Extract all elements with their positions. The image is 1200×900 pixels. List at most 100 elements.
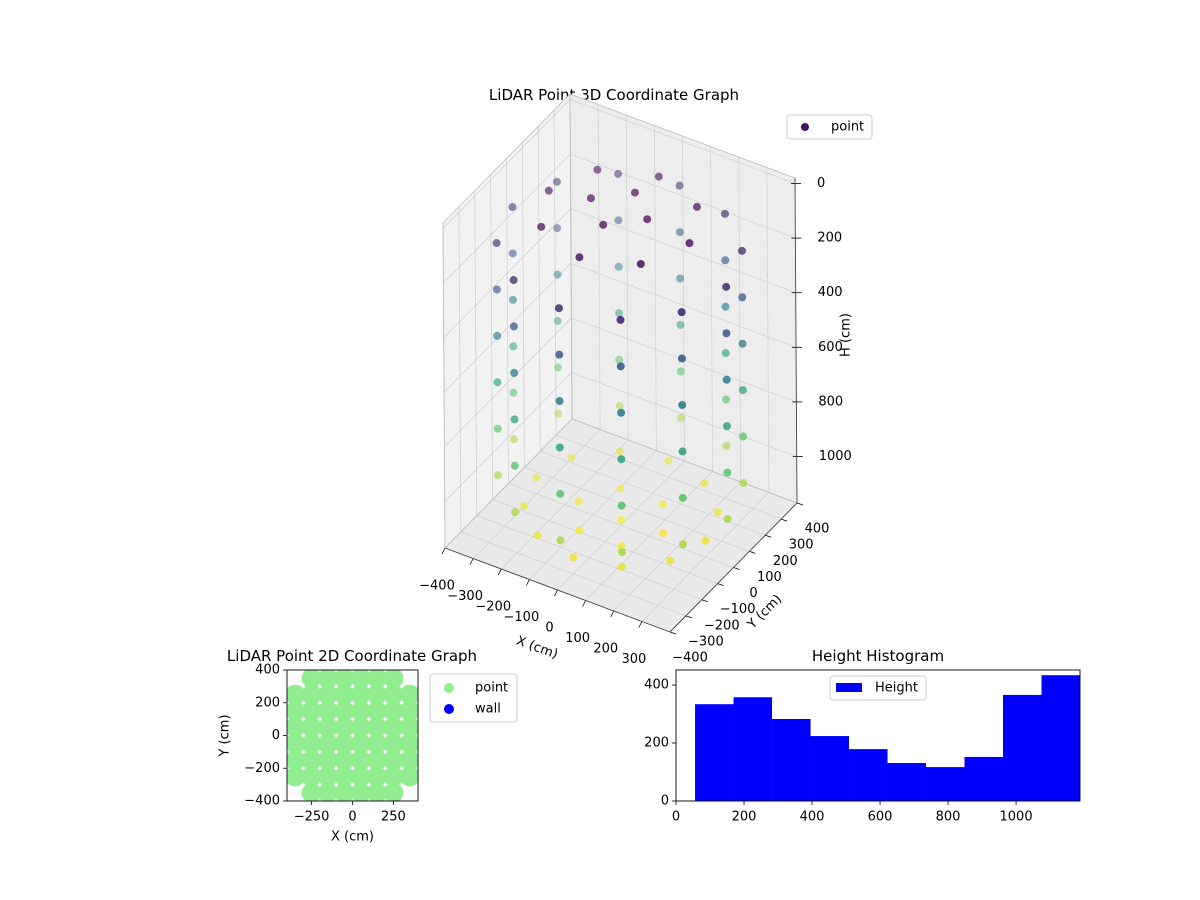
point [509, 342, 518, 351]
x-tick-label: 200 [593, 642, 618, 657]
point [616, 484, 625, 493]
point [509, 435, 518, 444]
pane-edge [442, 93, 571, 224]
y-tick-label: 200 [773, 554, 798, 569]
point [599, 220, 608, 229]
x-tick-label: −300 [447, 589, 483, 604]
grid-line [460, 531, 687, 617]
axis-line [794, 177, 798, 504]
point [350, 733, 371, 754]
pane-edge [569, 93, 573, 420]
point [287, 766, 306, 787]
point [350, 700, 371, 721]
point [676, 274, 685, 283]
point [367, 684, 388, 705]
point [722, 375, 731, 384]
point [509, 388, 518, 397]
x-tick-label: 600 [868, 810, 893, 825]
z-tick-label: 0 [817, 176, 825, 191]
point [317, 750, 338, 771]
x-tick-label: −100 [504, 610, 540, 625]
point [554, 304, 563, 313]
point [301, 670, 322, 689]
grid-line [524, 467, 750, 552]
grid-line [506, 158, 509, 484]
bar [695, 704, 734, 801]
tick-mark [685, 615, 693, 619]
point [678, 447, 687, 456]
bar [1041, 675, 1080, 801]
point [399, 684, 418, 705]
point [287, 750, 306, 771]
tick-mark [780, 518, 788, 522]
tick-mark [582, 600, 586, 607]
point [617, 548, 626, 557]
point [492, 285, 501, 294]
point [334, 766, 355, 787]
point [510, 461, 519, 470]
point [685, 239, 694, 248]
point [367, 766, 388, 787]
tick-mark [669, 631, 677, 635]
point [317, 717, 338, 738]
point [287, 700, 306, 721]
point [556, 536, 565, 545]
point [301, 782, 322, 801]
point [723, 468, 732, 477]
pane-edge [442, 222, 446, 549]
point [317, 670, 338, 689]
point [615, 355, 624, 364]
point [739, 478, 748, 487]
point [492, 239, 501, 248]
point [569, 553, 578, 562]
point [738, 386, 747, 395]
bar [887, 763, 927, 801]
axes-frame [675, 669, 1081, 802]
point [367, 782, 388, 801]
point [301, 717, 322, 738]
point [367, 750, 388, 771]
point [677, 354, 686, 363]
pane-edge [571, 418, 798, 504]
y-tick-label: 0 [661, 794, 669, 809]
tick-mark [469, 558, 474, 565]
tick-mark [610, 610, 615, 618]
point [287, 717, 306, 738]
point [700, 478, 709, 487]
x-tick-label: −400 [419, 579, 455, 594]
point [383, 766, 404, 787]
point [544, 186, 553, 195]
x-tick-label: 400 [800, 810, 825, 825]
point [383, 684, 404, 705]
point [367, 717, 388, 738]
point [383, 700, 404, 721]
y-tick-label: 400 [644, 678, 669, 693]
point [383, 733, 404, 754]
x-tick-label: 300 [621, 652, 646, 667]
pane-edge [569, 93, 796, 179]
y-tick-label: 400 [255, 663, 280, 678]
point [586, 194, 595, 203]
point [317, 684, 338, 705]
point [593, 165, 602, 174]
legend-marker [836, 683, 862, 692]
grid-line [458, 206, 462, 532]
grid-line [490, 174, 494, 500]
grid-line [521, 142, 525, 468]
point [556, 489, 565, 498]
z-tick-label: 200 [817, 231, 842, 246]
tick-mark [441, 547, 446, 555]
point [509, 276, 518, 285]
point [701, 536, 710, 545]
grid-line [569, 99, 796, 184]
legend-box [829, 675, 927, 701]
point [367, 670, 388, 689]
point [713, 508, 722, 517]
point [676, 367, 685, 376]
chart-title: LiDAR Point 3D Coordinate Graph [489, 86, 739, 104]
grid-line [444, 317, 572, 448]
point [723, 422, 732, 431]
legend-label: wall [475, 702, 501, 717]
point [675, 228, 684, 237]
point [721, 256, 730, 265]
